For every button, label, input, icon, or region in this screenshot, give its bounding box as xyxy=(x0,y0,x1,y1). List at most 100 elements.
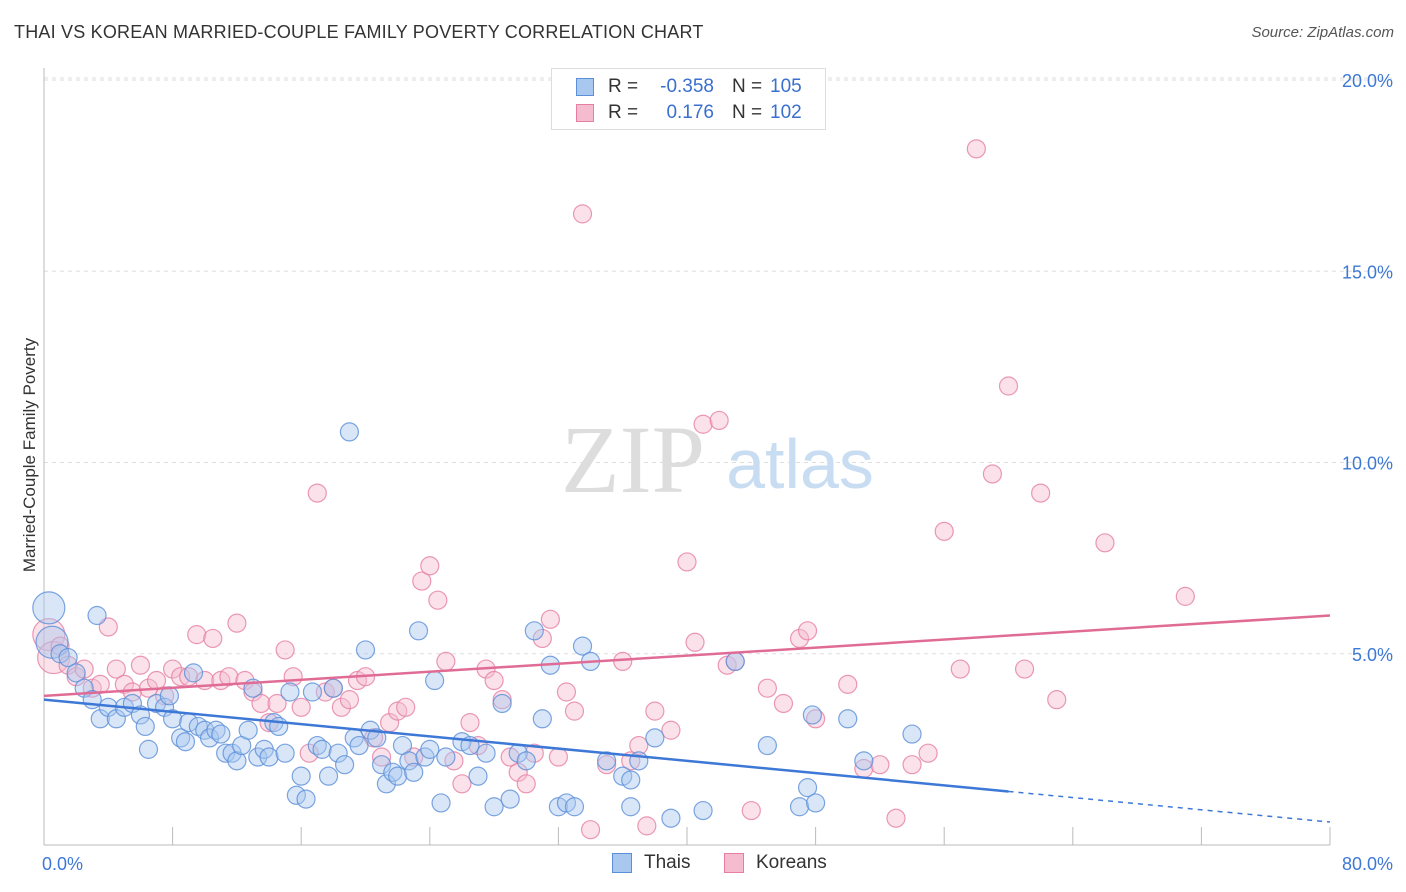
korean-point xyxy=(1047,690,1067,710)
korean-point xyxy=(420,556,440,576)
korean-point xyxy=(934,521,954,541)
legend-n-value: 102 xyxy=(770,102,802,123)
legend-row-koreans: R = 0.176 N = 102 xyxy=(576,100,802,126)
korean-point xyxy=(58,655,78,675)
korean-point xyxy=(572,204,593,224)
korean-point xyxy=(580,820,601,840)
thais-trend-line-extension xyxy=(1008,790,1331,823)
korean-point xyxy=(886,808,906,828)
x-tick-label-max: 80.0% xyxy=(1342,854,1393,874)
korean-point xyxy=(870,755,890,775)
korean-point xyxy=(171,667,191,687)
korean-point xyxy=(645,701,665,721)
korean-point xyxy=(98,617,118,637)
thais-points xyxy=(32,422,922,828)
legend-r-value: -0.358 xyxy=(660,76,714,97)
series-legend-koreans[interactable]: Koreans xyxy=(724,852,827,874)
thai-point xyxy=(693,800,713,821)
korean-point xyxy=(484,670,504,691)
korean-point xyxy=(1014,659,1035,679)
korean-point xyxy=(371,747,392,767)
korean-point xyxy=(219,667,239,687)
korean-point xyxy=(396,697,416,717)
thai-point xyxy=(238,720,258,740)
y-tick-label: 20.0% xyxy=(1342,71,1393,91)
korean-point xyxy=(677,552,697,572)
korean-point xyxy=(37,640,71,675)
thai-point xyxy=(296,789,316,809)
korean-point xyxy=(307,483,327,503)
thai-point xyxy=(902,724,922,744)
thai-point xyxy=(621,797,641,817)
thai-point xyxy=(500,789,520,809)
korean-point xyxy=(516,774,536,794)
korean-point xyxy=(918,743,938,763)
korean-point xyxy=(50,636,70,656)
thai-point xyxy=(621,770,641,790)
thai-point xyxy=(323,678,343,698)
thai-point xyxy=(259,747,279,767)
legend-swatch-thais xyxy=(576,78,594,96)
thai-point xyxy=(275,743,295,763)
thai-point xyxy=(32,591,66,625)
korean-point xyxy=(508,762,528,782)
korean-point xyxy=(548,747,569,767)
korean-point xyxy=(1031,483,1051,503)
y-tick-label: 5.0% xyxy=(1352,645,1393,665)
thai-point xyxy=(597,751,617,771)
korean-point xyxy=(291,697,311,717)
thai-point xyxy=(183,663,204,683)
thai-point xyxy=(572,636,593,656)
korean-point xyxy=(564,701,585,721)
x-tick-label-min: 0.0% xyxy=(42,854,83,874)
korean-point xyxy=(540,609,560,629)
legend-r-value: 0.176 xyxy=(666,102,714,123)
korean-point xyxy=(709,410,729,431)
grid-lines xyxy=(44,77,1395,655)
y-axis-label: Married-Couple Family Poverty xyxy=(20,337,39,573)
korean-point xyxy=(637,816,657,836)
korean-point xyxy=(613,651,633,672)
korean-point xyxy=(412,571,432,591)
thai-point xyxy=(564,797,585,817)
korean-point xyxy=(460,712,480,733)
series-legend-thais[interactable]: Thais xyxy=(612,852,690,874)
korean-point xyxy=(1175,586,1195,606)
korean-point xyxy=(227,613,247,633)
korean-point xyxy=(741,800,761,821)
thai-point xyxy=(805,793,826,813)
thai-point xyxy=(175,732,196,752)
korean-point xyxy=(428,590,448,610)
korean-point xyxy=(556,682,577,702)
legend-swatch-koreans xyxy=(576,104,594,122)
korean-point xyxy=(436,651,456,672)
thai-point xyxy=(516,751,536,771)
series-swatch-koreans xyxy=(724,853,744,873)
legend-r-label: R = xyxy=(608,102,639,123)
korean-point xyxy=(998,376,1019,396)
korean-point xyxy=(532,628,552,649)
thai-point xyxy=(269,716,289,737)
series-swatch-thais xyxy=(612,853,632,873)
thai-point xyxy=(367,728,387,748)
y-tick-label: 15.0% xyxy=(1342,262,1393,282)
legend-r-label: R = xyxy=(608,76,639,97)
axes xyxy=(43,68,1331,846)
korean-point xyxy=(950,659,970,679)
thai-point xyxy=(797,778,818,798)
korean-point xyxy=(163,659,183,679)
legend-n-label: N = xyxy=(732,76,763,97)
korean-point xyxy=(757,678,777,698)
thai-point xyxy=(286,785,306,805)
korean-point xyxy=(339,690,360,710)
series-legend-thais-label: Thais xyxy=(644,852,691,873)
thai-point xyxy=(789,797,810,817)
thai-point xyxy=(106,709,126,729)
thai-point xyxy=(436,747,456,767)
thai-point xyxy=(468,766,488,786)
thai-point xyxy=(524,621,544,641)
watermark-atlas: atlas xyxy=(726,425,874,503)
thai-point xyxy=(420,739,440,759)
thai-point xyxy=(227,751,247,771)
